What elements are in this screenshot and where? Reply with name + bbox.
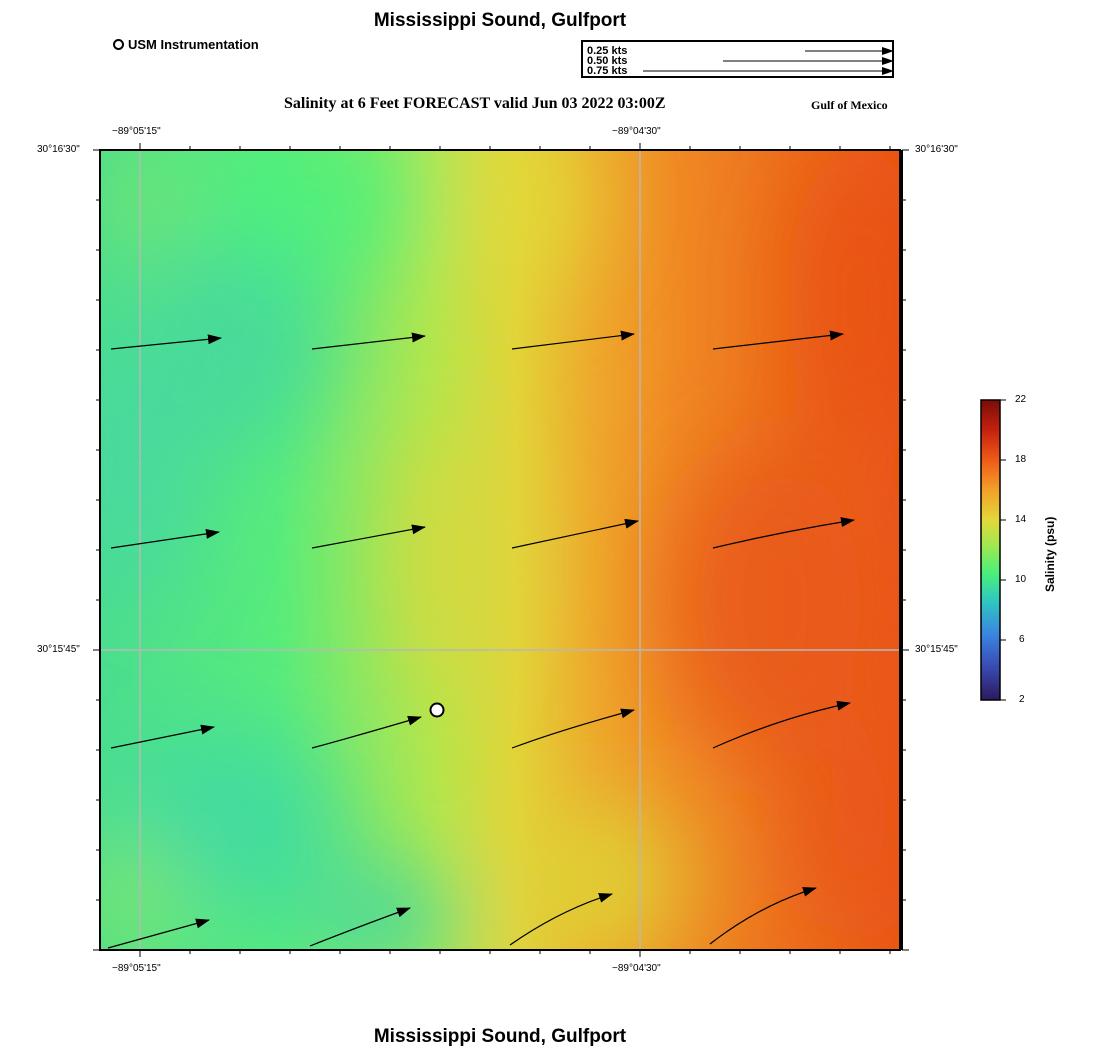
current-vector — [110, 528, 220, 549]
current-vector — [511, 518, 639, 549]
lon-tick-top-2: −89°04'30" — [612, 126, 661, 137]
colorbar-tick: 6 — [1019, 634, 1025, 645]
current-vector — [107, 918, 210, 949]
colorbar-tick: 22 — [1015, 394, 1027, 405]
station-legend: USM Instrumentation — [113, 37, 259, 52]
lat-tick-right-2: 30°15'45" — [915, 644, 958, 655]
current-vector — [311, 524, 426, 549]
current-vector — [311, 332, 426, 350]
colorbar-tick: 10 — [1015, 574, 1027, 585]
map-subtitle: Salinity at 6 Feet FORECAST valid Jun 03… — [284, 95, 666, 112]
colorbar-tick: 18 — [1015, 454, 1027, 465]
frame-ticks — [93, 143, 909, 957]
current-vector — [110, 334, 222, 350]
lon-tick-bottom-1: −89°05'15" — [112, 963, 161, 974]
current-vector — [509, 893, 613, 946]
colorbar — [980, 399, 1001, 701]
region-label: Gulf of Mexico — [811, 98, 888, 112]
lat-tick-left-2: 30°15'45" — [37, 644, 80, 655]
usm-station-marker[interactable] — [429, 702, 445, 718]
current-vector — [712, 330, 844, 350]
lon-tick-bottom-2: −89°04'30" — [612, 963, 661, 974]
colorbar-tick: 2 — [1019, 694, 1025, 705]
map-title: Mississippi Sound, Gulfport — [373, 10, 627, 31]
vector-scale-legend: 0.25 kts 0.50 kts 0.75 kts — [581, 40, 894, 78]
current-vector — [511, 330, 635, 350]
station-legend-label: USM Instrumentation — [128, 37, 259, 52]
vector-scale-arrows — [643, 47, 894, 75]
colorbar-title: Salinity (psu) — [1043, 516, 1057, 592]
current-vector — [709, 886, 817, 945]
station-marker-icon — [113, 39, 124, 50]
vector-scale-label-2: 0.50 kts — [587, 55, 628, 67]
colorbar-tick: 14 — [1015, 514, 1027, 525]
vector-scale-label-3: 0.75 kts — [587, 65, 628, 77]
vector-scale-label-1: 0.25 kts — [587, 45, 628, 57]
lat-tick-right-1: 30°16'30" — [915, 144, 958, 155]
current-vector — [511, 708, 635, 749]
map-footer-title: Mississippi Sound, Gulfport — [373, 1026, 627, 1047]
lat-tick-left-1: 30°16'30" — [37, 144, 80, 155]
current-vectors — [107, 330, 855, 949]
lon-tick-top-1: −89°05'15" — [112, 126, 161, 137]
salinity-field — [100, 150, 900, 950]
current-vector — [110, 724, 215, 749]
current-vector — [712, 700, 851, 749]
current-vector — [309, 907, 411, 947]
current-vector — [311, 715, 422, 749]
current-vector — [712, 517, 855, 549]
